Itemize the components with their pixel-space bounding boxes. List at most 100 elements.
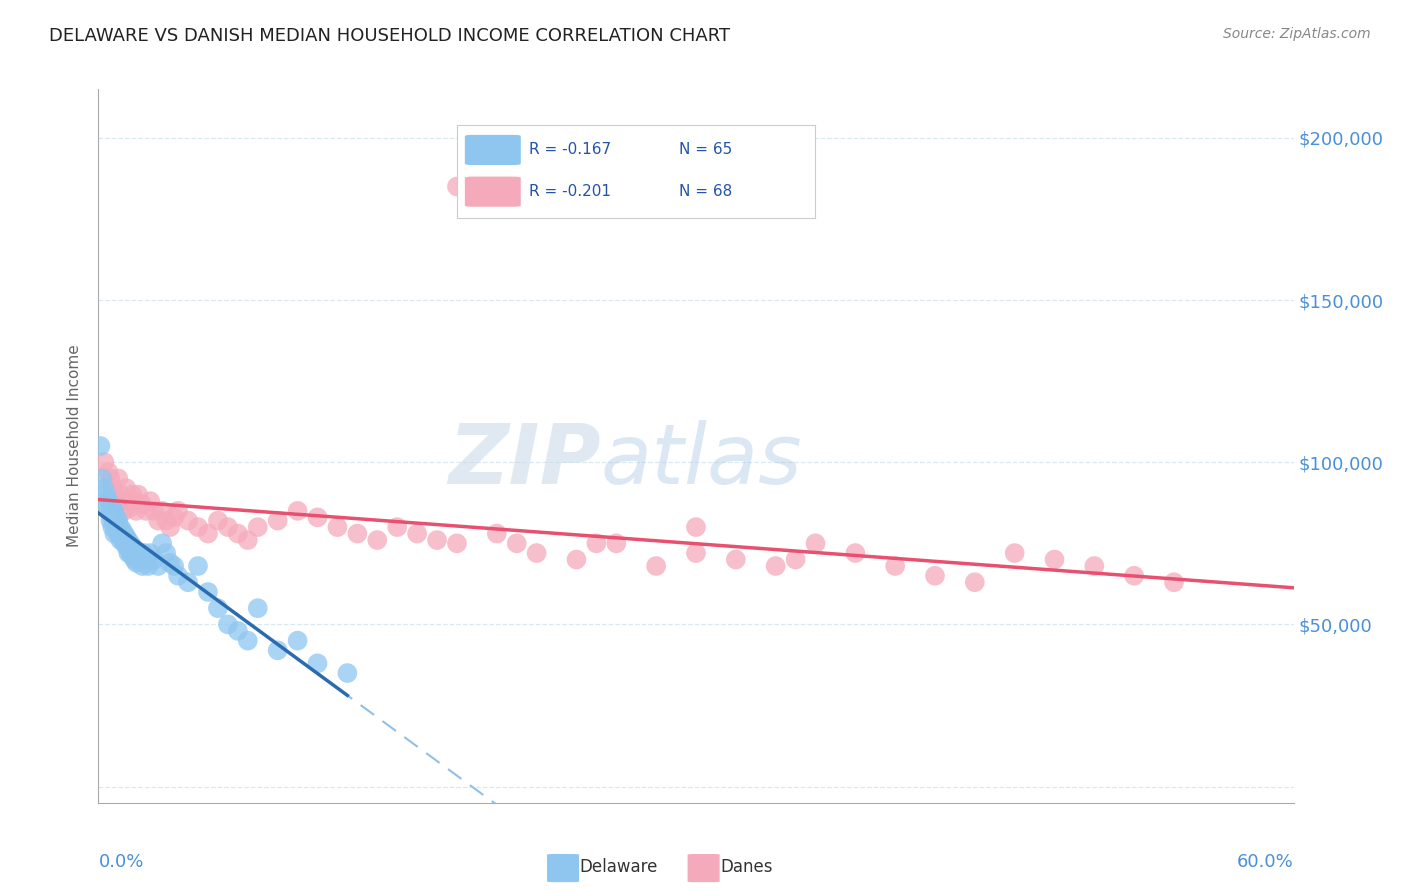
Point [136, 559, 159, 574]
Point [131, 497, 153, 511]
Text: ZIP: ZIP [447, 420, 600, 500]
Point [139, 546, 162, 560]
Point [446, 179, 468, 194]
Point [197, 585, 219, 599]
Point [96, 497, 118, 511]
Point [117, 540, 139, 554]
Point [89, 439, 111, 453]
Point [307, 657, 329, 671]
Point [124, 542, 146, 557]
Point [217, 617, 239, 632]
Point [307, 510, 329, 524]
Point [267, 514, 290, 528]
Point [167, 504, 190, 518]
Point [124, 552, 146, 566]
Point [125, 556, 148, 570]
Point [93, 481, 115, 495]
Point [1083, 559, 1105, 574]
Point [485, 526, 508, 541]
Point [107, 514, 129, 528]
Point [155, 546, 177, 560]
Point [115, 540, 138, 554]
Point [135, 504, 157, 518]
Point [110, 520, 132, 534]
Point [884, 559, 907, 574]
Point [217, 520, 239, 534]
Point [125, 546, 148, 560]
Point [765, 559, 787, 574]
Text: 60.0%: 60.0% [1237, 853, 1294, 871]
Point [112, 536, 135, 550]
Point [124, 494, 146, 508]
Point [267, 643, 290, 657]
Point [406, 526, 429, 541]
Point [246, 520, 269, 534]
Point [426, 533, 449, 547]
Point [236, 633, 259, 648]
Text: DELAWARE VS DANISH MEDIAN HOUSEHOLD INCOME CORRELATION CHART: DELAWARE VS DANISH MEDIAN HOUSEHOLD INCO… [49, 27, 730, 45]
Point [101, 520, 124, 534]
Point [101, 500, 124, 515]
Point [197, 526, 219, 541]
Point [117, 533, 139, 547]
Point [112, 504, 135, 518]
Point [159, 520, 181, 534]
Point [105, 494, 128, 508]
Point [963, 575, 986, 590]
Point [93, 455, 115, 469]
Point [844, 546, 866, 560]
Point [129, 552, 152, 566]
Point [98, 471, 122, 485]
Point [336, 666, 359, 681]
Point [143, 552, 166, 566]
Point [645, 559, 668, 574]
Point [112, 526, 135, 541]
Point [565, 552, 588, 566]
Point [1043, 552, 1066, 566]
Point [120, 546, 142, 560]
Point [287, 633, 309, 648]
Point [139, 494, 162, 508]
Point [103, 526, 125, 541]
Point [135, 552, 157, 566]
Point [177, 575, 200, 590]
Point [226, 526, 249, 541]
Point [98, 514, 122, 528]
Point [159, 556, 181, 570]
Point [110, 488, 132, 502]
Point [127, 488, 149, 502]
Point [107, 520, 129, 534]
Point [125, 504, 148, 518]
Point [143, 504, 166, 518]
Point [115, 481, 138, 495]
Point [111, 533, 134, 547]
Point [1004, 546, 1026, 560]
Point [385, 520, 409, 534]
Y-axis label: Median Household Income: Median Household Income [67, 344, 83, 548]
Point [506, 536, 529, 550]
Point [163, 510, 186, 524]
Point [724, 552, 747, 566]
Point [246, 601, 269, 615]
Point [97, 504, 120, 518]
Point [287, 504, 309, 518]
Point [804, 536, 827, 550]
Point [107, 471, 129, 485]
Point [121, 488, 143, 502]
Point [127, 549, 149, 564]
Point [605, 536, 627, 550]
Point [97, 494, 120, 508]
Point [924, 568, 946, 582]
Point [120, 536, 142, 550]
Point [101, 510, 124, 524]
Text: Source: ZipAtlas.com: Source: ZipAtlas.com [1223, 27, 1371, 41]
Point [326, 520, 349, 534]
Point [785, 552, 807, 566]
Point [96, 488, 118, 502]
Point [105, 510, 128, 524]
Point [685, 520, 707, 534]
Point [148, 514, 170, 528]
Point [366, 533, 388, 547]
Point [121, 540, 143, 554]
Point [187, 520, 209, 534]
